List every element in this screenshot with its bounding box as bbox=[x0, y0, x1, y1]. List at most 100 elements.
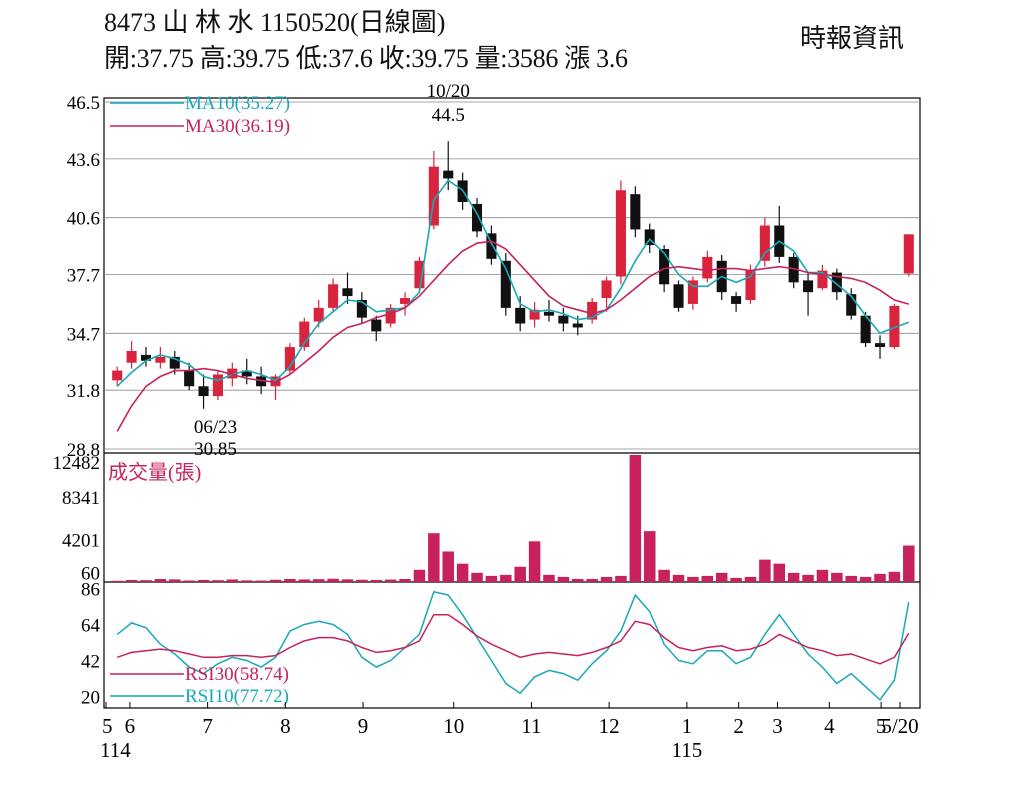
volume-bar bbox=[557, 576, 570, 582]
volume-bar bbox=[802, 574, 814, 582]
low-date-label: 06/23 bbox=[194, 417, 237, 438]
candle-body bbox=[371, 319, 382, 332]
x-tick-label: 11 bbox=[521, 714, 541, 738]
volume-bar bbox=[485, 575, 498, 582]
x-tick-label: 1 bbox=[682, 714, 693, 738]
volume-bar bbox=[154, 578, 167, 582]
candle-body bbox=[155, 356, 166, 363]
x-tick-label: 9 bbox=[358, 714, 369, 738]
candle-body bbox=[745, 270, 756, 301]
volume-title: 成交量(張) bbox=[108, 461, 201, 484]
volume-bar bbox=[240, 580, 253, 582]
price-tick-label: 28.8 bbox=[67, 440, 100, 461]
rsi10-line bbox=[116, 590, 910, 701]
volume-bar bbox=[413, 569, 426, 582]
rsi-panel: 86 64 42 20 RSI30(58.74)RSI10(77.72) bbox=[81, 580, 910, 709]
x-tick-label: 4 bbox=[824, 714, 835, 738]
candle-body bbox=[543, 311, 555, 316]
volume-bar bbox=[773, 563, 786, 582]
rsi-tick-label: 86 bbox=[81, 580, 100, 601]
volume-bar bbox=[730, 577, 742, 582]
volume-bar bbox=[341, 579, 354, 582]
candle-body bbox=[256, 376, 267, 387]
volume-bar bbox=[298, 579, 311, 582]
x-tick-label: 3 bbox=[772, 714, 783, 738]
rsi-tick-label: 64 bbox=[81, 616, 101, 637]
volume-bar bbox=[269, 579, 282, 582]
candle-body bbox=[500, 260, 511, 308]
candle-body bbox=[630, 194, 641, 230]
volume-bar bbox=[183, 580, 195, 582]
volume-bar bbox=[787, 572, 800, 582]
candle-body bbox=[284, 347, 295, 371]
ma10-legend-label: MA10(35.27) bbox=[185, 93, 290, 114]
candle-body bbox=[788, 256, 799, 283]
candle-body bbox=[558, 315, 569, 324]
volume-bar bbox=[226, 579, 239, 582]
rsi-tick-label: 20 bbox=[81, 688, 100, 709]
volume-bar bbox=[528, 541, 541, 582]
volume-bar bbox=[888, 571, 901, 582]
volume-bar bbox=[874, 573, 886, 582]
volume-bar bbox=[629, 455, 642, 582]
candle-body bbox=[126, 350, 137, 363]
candle-body bbox=[385, 307, 396, 324]
candle-body bbox=[644, 229, 655, 246]
volume-bar bbox=[744, 576, 757, 582]
rsi10-legend-label: RSI10(77.72) bbox=[185, 686, 289, 707]
candle-body bbox=[356, 300, 367, 318]
candle-body bbox=[400, 298, 411, 304]
candle-body bbox=[846, 294, 857, 316]
volume-tick-label: 4201 bbox=[62, 530, 100, 551]
candle-body bbox=[140, 354, 152, 361]
volume-bar bbox=[643, 531, 656, 582]
candle-body bbox=[874, 343, 886, 348]
high-date-label: 10/20 bbox=[427, 81, 470, 102]
x-tick-label: 2 bbox=[733, 714, 744, 738]
candle-body bbox=[471, 203, 483, 232]
volume-bar bbox=[586, 578, 598, 582]
x-tick-label: 5 bbox=[102, 714, 113, 738]
volume-panel: 12482 8341 4201 60 成交量(張) bbox=[53, 453, 915, 584]
volume-bar bbox=[701, 575, 714, 582]
x-tick-label: 8 bbox=[280, 714, 291, 738]
volume-bar bbox=[572, 578, 584, 582]
volume-tick-label: 12482 bbox=[53, 453, 101, 474]
rsi30-legend-label: RSI30(58.74) bbox=[185, 664, 289, 685]
candle-body bbox=[428, 166, 439, 226]
volume-bar bbox=[903, 545, 915, 582]
candle-body bbox=[241, 370, 252, 377]
volume-bar bbox=[212, 580, 224, 582]
candle-body bbox=[313, 307, 324, 322]
candle-body bbox=[515, 307, 526, 324]
candle-body bbox=[687, 280, 698, 304]
frame-border bbox=[103, 97, 921, 709]
candle-body bbox=[227, 368, 238, 379]
price-tick-label: 46.5 bbox=[67, 93, 100, 114]
volume-bar bbox=[399, 578, 411, 582]
volume-bar bbox=[111, 580, 123, 582]
candle-body bbox=[529, 309, 540, 320]
candle-body bbox=[659, 249, 670, 285]
year-label: 115 bbox=[671, 738, 702, 762]
volume-bar bbox=[428, 533, 440, 582]
x-tick-label: 7 bbox=[202, 714, 213, 738]
volume-bar bbox=[370, 579, 383, 582]
candle-body bbox=[198, 386, 209, 397]
x-tick-label: 5 bbox=[876, 714, 887, 738]
volume-bar bbox=[687, 576, 699, 582]
price-tick-label: 34.7 bbox=[67, 324, 100, 345]
volume-tick-label: 8341 bbox=[62, 488, 100, 509]
volume-bar bbox=[197, 579, 210, 582]
volume-bar bbox=[327, 578, 339, 582]
low-value-label: 30.85 bbox=[194, 439, 237, 460]
candle-body bbox=[889, 305, 900, 348]
volume-bar bbox=[514, 566, 526, 582]
x-tick-label: 5/20 bbox=[881, 714, 918, 738]
high-value-label: 44.5 bbox=[432, 105, 465, 126]
volume-bar bbox=[615, 575, 627, 582]
candle-body bbox=[817, 270, 828, 289]
candle-body bbox=[212, 374, 223, 397]
candle-body bbox=[615, 190, 626, 277]
